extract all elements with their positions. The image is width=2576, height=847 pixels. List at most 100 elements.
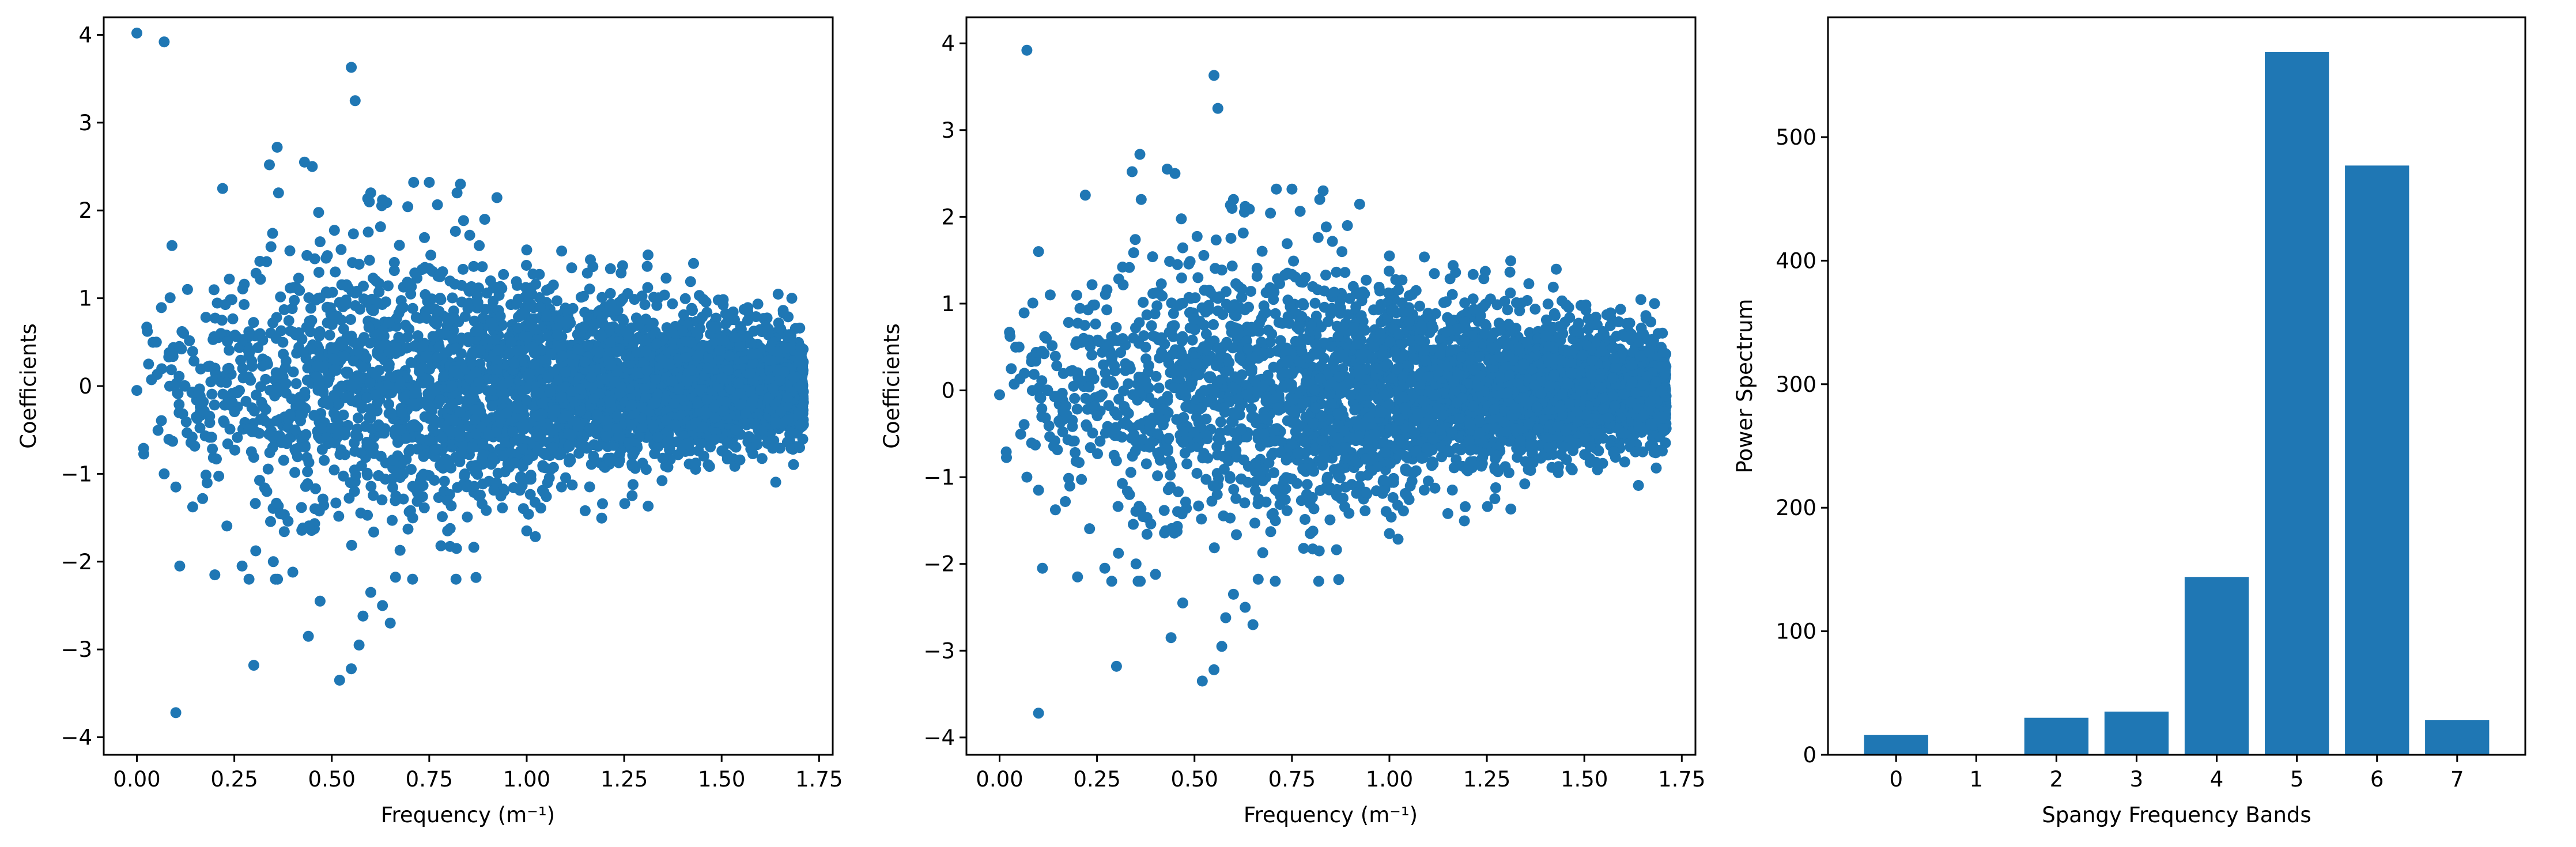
scatter-point xyxy=(537,398,548,409)
scatter-point xyxy=(1505,255,1516,267)
scatter-point xyxy=(1467,269,1479,280)
scatter-point xyxy=(274,508,286,520)
scatter-point xyxy=(720,308,731,319)
scatter-point xyxy=(416,471,427,482)
scatter-point xyxy=(557,350,568,362)
scatter-point xyxy=(666,375,678,387)
scatter-point xyxy=(471,366,482,378)
scatter-point xyxy=(350,300,361,311)
scatter-point xyxy=(602,415,613,426)
scatter-point xyxy=(407,302,418,314)
x-tick-label: 1.25 xyxy=(600,767,648,792)
scatter-point xyxy=(703,353,714,365)
scatter-point xyxy=(590,318,602,330)
scatter-point xyxy=(1018,307,1030,319)
scatter-point xyxy=(716,373,728,384)
scatter-point xyxy=(521,525,532,536)
scatter-point xyxy=(410,312,422,323)
scatter-point xyxy=(362,226,374,238)
scatter-point xyxy=(273,187,284,199)
scatter-point xyxy=(387,515,398,526)
scatter-point xyxy=(338,470,349,482)
scatter-point xyxy=(380,474,391,485)
scatter-point xyxy=(340,298,352,310)
scatter-point xyxy=(626,490,638,501)
scatter-point xyxy=(138,443,149,454)
scatter-point xyxy=(527,269,539,280)
scatter-point xyxy=(156,302,167,313)
scatter-point xyxy=(254,328,266,339)
scatter-point xyxy=(553,449,565,460)
scatter-point xyxy=(605,360,617,371)
scatter-point xyxy=(417,340,429,351)
scatter-point xyxy=(643,249,654,260)
x-tick-label: 1.50 xyxy=(698,767,745,792)
scatter-point xyxy=(531,410,542,422)
left-x-axis-label: Frequency (m⁻¹) xyxy=(381,803,555,827)
scatter-point xyxy=(239,278,250,290)
scatter-point xyxy=(383,280,394,292)
scatter-point xyxy=(295,399,307,411)
scatter-point xyxy=(468,260,479,272)
scatter-point xyxy=(371,275,382,287)
scatter-point xyxy=(615,296,626,307)
y-tick-label: 4 xyxy=(78,22,92,47)
scatter-point xyxy=(746,348,757,360)
scatter-point xyxy=(637,457,648,469)
scatter-point xyxy=(289,424,301,436)
scatter-point xyxy=(187,501,198,513)
scatter-point xyxy=(365,187,376,199)
scatter-point xyxy=(1085,442,1096,453)
scatter-point xyxy=(708,321,719,332)
scatter-point xyxy=(278,455,289,466)
scatter-point xyxy=(390,572,401,583)
scatter-point xyxy=(366,293,377,305)
scatter-point xyxy=(493,290,505,301)
scatter-point xyxy=(783,414,794,426)
scatter-point xyxy=(270,332,282,344)
scatter-point xyxy=(400,319,411,331)
scatter-point xyxy=(383,399,395,410)
scatter-point xyxy=(424,402,436,413)
scatter-point xyxy=(773,317,784,329)
scatter-point xyxy=(497,380,508,391)
scatter-point xyxy=(248,317,259,328)
scatter-point xyxy=(333,398,345,409)
scatter-point xyxy=(364,403,376,414)
scatter-point xyxy=(363,322,375,333)
scatter-point xyxy=(511,298,523,309)
scatter-point xyxy=(678,309,689,320)
scatter-point xyxy=(642,282,654,293)
scatter-point xyxy=(314,236,326,248)
scatter-point xyxy=(246,356,258,367)
scatter-point xyxy=(588,393,600,404)
scatter-point xyxy=(449,278,460,290)
scatter-point xyxy=(368,526,379,538)
scatter-point xyxy=(450,226,461,237)
scatter-point xyxy=(260,404,271,415)
scatter-point xyxy=(280,378,292,390)
scatter-point xyxy=(450,573,462,585)
scatter-point xyxy=(458,263,469,275)
scatter-point xyxy=(313,330,325,342)
scatter-point xyxy=(605,263,616,274)
scatter-point xyxy=(501,407,512,419)
scatter-point xyxy=(483,429,494,440)
scatter-point xyxy=(681,336,692,347)
scatter-point xyxy=(259,415,270,426)
scatter-point xyxy=(313,267,324,278)
scatter-point xyxy=(346,663,357,675)
scatter-point xyxy=(504,347,515,358)
scatter-point xyxy=(349,95,361,107)
scatter-point xyxy=(767,383,779,394)
scatter-point xyxy=(544,386,556,398)
scatter-point xyxy=(512,322,523,334)
scatter-point xyxy=(613,457,625,468)
scatter-point xyxy=(339,426,350,438)
scatter-point xyxy=(443,459,455,471)
scatter-point xyxy=(243,573,255,585)
scatter-point xyxy=(152,425,164,436)
scatter-point xyxy=(313,505,325,517)
scatter-point xyxy=(248,660,259,671)
scatter-point xyxy=(433,305,445,317)
